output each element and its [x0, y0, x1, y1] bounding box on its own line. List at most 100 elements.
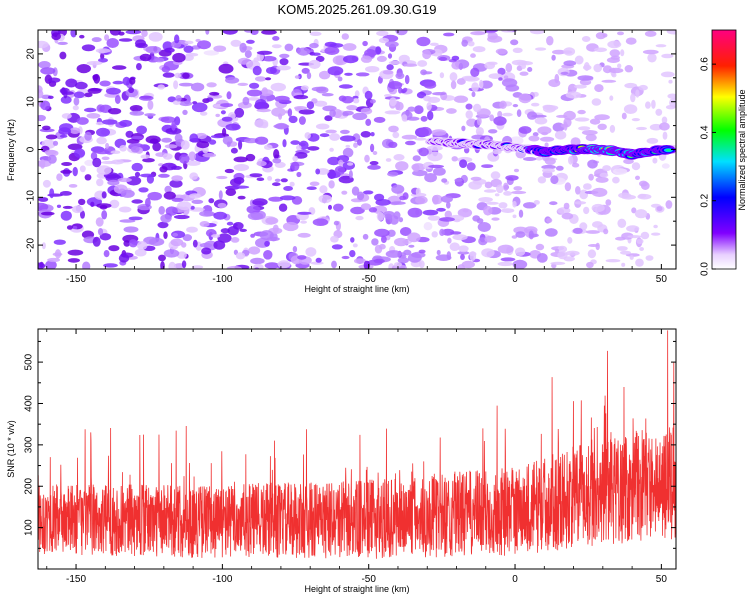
x-tick-label: -150 — [66, 574, 86, 585]
heatmap-cell — [182, 72, 190, 79]
heatmap-cell — [297, 255, 307, 260]
y-tick-label: 0 — [26, 146, 37, 152]
heatmap-cell — [259, 230, 274, 241]
heatmap-cell — [134, 248, 147, 257]
heatmap-cell — [306, 72, 312, 80]
heatmap-cell — [273, 149, 280, 159]
heatmap-cell — [341, 96, 354, 104]
heatmap-cell — [463, 76, 480, 82]
heatmap-cell — [542, 168, 555, 174]
heatmap-cell — [345, 144, 351, 148]
heatmap-cell — [483, 189, 497, 193]
heatmap-cell — [237, 195, 246, 200]
heatmap-cell — [123, 226, 139, 233]
heatmap-cell — [197, 40, 211, 50]
y-tick-label: 10 — [26, 96, 37, 108]
heatmap-cell — [360, 107, 373, 115]
heatmap-cell — [387, 229, 396, 237]
heatmap-cell — [264, 240, 270, 247]
heatmap-cell — [655, 44, 667, 48]
heatmap-cell — [503, 191, 512, 196]
heatmap-cell — [536, 253, 548, 263]
heatmap-cell — [631, 162, 641, 171]
heatmap-cell — [225, 123, 241, 131]
heatmap-cell — [79, 165, 86, 173]
heatmap-cell — [233, 185, 250, 189]
heatmap-cell — [250, 257, 265, 265]
heatmap-cell — [617, 63, 622, 69]
heatmap-cell — [616, 246, 628, 251]
heatmap-cell — [457, 208, 473, 218]
heatmap-cell — [554, 248, 560, 253]
heatmap-cell — [327, 66, 344, 76]
heatmap-cell — [134, 171, 141, 178]
heatmap-cell — [523, 202, 537, 209]
heatmap-cell — [140, 154, 151, 159]
heatmap-cell — [387, 81, 403, 90]
heatmap-cell — [329, 133, 340, 141]
heatmap-cell — [136, 125, 148, 135]
heatmap-cell — [206, 82, 217, 88]
heatmap-cell — [160, 116, 176, 123]
heatmap-cell — [186, 226, 198, 233]
heatmap-cell — [484, 181, 493, 189]
heatmap-cell — [373, 116, 386, 123]
heatmap-cell — [41, 242, 46, 250]
heatmap-cell — [144, 113, 156, 117]
heatmap-cell — [47, 257, 61, 263]
heatmap-cell — [164, 185, 172, 194]
heatmap-cell — [478, 197, 493, 203]
heatmap-cell — [158, 254, 166, 262]
heatmap-cell — [432, 92, 447, 96]
heatmap-cell — [431, 129, 447, 136]
heatmap-cell — [324, 115, 333, 122]
heatmap-cell — [118, 38, 133, 42]
heatmap-cell — [140, 173, 155, 178]
heatmap-cell — [415, 196, 428, 205]
heatmap-cell — [363, 190, 374, 195]
heatmap-cell — [620, 49, 625, 57]
heatmap-cell — [128, 216, 143, 221]
heatmap-cell — [485, 30, 498, 33]
spectrogram-x-axis: -150 -100 -50 0 50 — [46, 30, 667, 285]
heatmap-cell — [289, 181, 295, 187]
heatmap-cell — [458, 62, 463, 71]
heatmap-cell — [218, 63, 234, 74]
heatmap-cell — [492, 149, 502, 155]
heatmap-cell — [278, 203, 288, 212]
heatmap-cell — [38, 114, 46, 122]
heatmap-cell — [256, 50, 273, 55]
colorbar-gradient — [712, 30, 736, 269]
heatmap-cell — [412, 163, 420, 172]
heatmap-cell — [178, 82, 194, 87]
heatmap-cell — [594, 47, 607, 53]
heatmap-cell — [634, 209, 648, 219]
heatmap-cell — [106, 38, 119, 48]
heatmap-cell — [118, 253, 130, 263]
heatmap-cell — [496, 184, 504, 194]
heatmap-cell — [393, 154, 405, 161]
heatmap-cell — [342, 110, 354, 116]
heatmap-cell — [81, 44, 96, 52]
heatmap-cell — [406, 116, 420, 121]
heatmap-cell — [656, 206, 663, 212]
heatmap-cell — [639, 247, 644, 251]
heatmap-cell — [395, 30, 408, 36]
heatmap-cell — [531, 102, 540, 107]
heatmap-cell — [667, 93, 676, 99]
heatmap-cell — [82, 261, 91, 269]
heatmap-cell — [469, 251, 477, 262]
heatmap-cell — [163, 231, 168, 239]
heatmap-cell — [395, 72, 405, 80]
heatmap-cell — [263, 250, 273, 260]
heatmap-cell — [593, 63, 602, 73]
heatmap-cell — [457, 251, 470, 255]
heatmap-cell — [230, 39, 242, 47]
heatmap-cell — [341, 255, 350, 260]
heatmap-cell — [252, 198, 268, 206]
heatmap-cell — [387, 171, 399, 177]
heatmap-cell — [452, 234, 468, 241]
heatmap-cell — [38, 40, 49, 49]
heatmap-cell — [225, 188, 237, 196]
heatmap-cell — [495, 48, 508, 55]
